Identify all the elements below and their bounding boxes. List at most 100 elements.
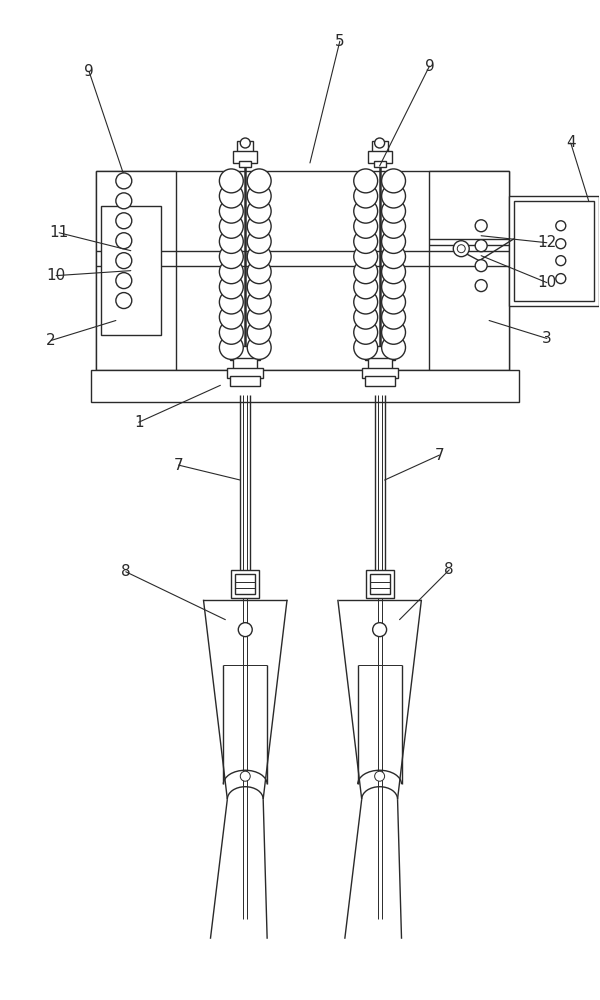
Circle shape	[556, 274, 566, 284]
Bar	[368, 358, 392, 370]
Text: 9: 9	[425, 59, 434, 74]
Circle shape	[220, 169, 243, 193]
Circle shape	[116, 213, 132, 229]
Circle shape	[220, 320, 243, 344]
Bar	[370, 574, 389, 594]
Bar	[365, 570, 394, 598]
Circle shape	[220, 214, 243, 238]
Circle shape	[116, 173, 132, 189]
Circle shape	[247, 335, 271, 359]
Bar	[230, 346, 260, 360]
Circle shape	[382, 290, 406, 314]
Circle shape	[382, 305, 406, 329]
Text: 10: 10	[537, 275, 556, 290]
Text: 7: 7	[434, 448, 444, 463]
Circle shape	[116, 293, 132, 309]
Circle shape	[354, 275, 377, 299]
Bar	[368, 151, 392, 163]
Circle shape	[247, 184, 271, 208]
Bar	[362, 368, 398, 378]
Text: 1: 1	[134, 415, 143, 430]
Circle shape	[354, 184, 377, 208]
Circle shape	[475, 220, 487, 232]
Bar	[374, 161, 386, 167]
Circle shape	[475, 280, 487, 292]
Circle shape	[354, 335, 377, 359]
Bar	[96, 171, 176, 370]
Bar	[101, 206, 161, 335]
Circle shape	[382, 184, 406, 208]
Circle shape	[240, 771, 250, 781]
Circle shape	[247, 169, 271, 193]
Circle shape	[457, 245, 465, 253]
Bar	[233, 358, 257, 370]
Circle shape	[238, 623, 252, 637]
Bar	[365, 346, 395, 360]
Circle shape	[354, 169, 377, 193]
Circle shape	[247, 275, 271, 299]
Text: 3: 3	[542, 331, 552, 346]
Circle shape	[247, 245, 271, 269]
Bar	[237, 141, 253, 153]
Circle shape	[220, 245, 243, 269]
Bar	[227, 368, 263, 378]
Bar	[233, 151, 257, 163]
Bar	[96, 171, 509, 370]
Circle shape	[382, 199, 406, 223]
Text: 12: 12	[537, 235, 556, 250]
Circle shape	[354, 260, 377, 284]
Circle shape	[373, 623, 386, 637]
Circle shape	[247, 320, 271, 344]
Circle shape	[354, 229, 377, 253]
Text: 10: 10	[47, 268, 66, 283]
Circle shape	[556, 256, 566, 266]
Circle shape	[382, 245, 406, 269]
Circle shape	[116, 273, 132, 289]
Circle shape	[220, 184, 243, 208]
Circle shape	[453, 241, 469, 257]
Text: 8: 8	[121, 564, 131, 579]
Circle shape	[116, 253, 132, 269]
Text: 9: 9	[84, 64, 94, 79]
Circle shape	[220, 229, 243, 253]
Circle shape	[247, 290, 271, 314]
Circle shape	[382, 260, 406, 284]
Circle shape	[354, 305, 377, 329]
Text: 7: 7	[174, 458, 184, 473]
Text: 11: 11	[49, 225, 69, 240]
Bar	[230, 376, 260, 386]
Circle shape	[116, 233, 132, 249]
Circle shape	[382, 229, 406, 253]
Circle shape	[382, 335, 406, 359]
Circle shape	[220, 260, 243, 284]
Circle shape	[374, 138, 385, 148]
Circle shape	[382, 275, 406, 299]
Circle shape	[382, 214, 406, 238]
Text: 8: 8	[445, 562, 454, 577]
Circle shape	[382, 169, 406, 193]
Circle shape	[247, 305, 271, 329]
Bar	[509, 196, 599, 306]
Circle shape	[220, 199, 243, 223]
Bar	[430, 171, 509, 370]
Circle shape	[247, 199, 271, 223]
Circle shape	[354, 245, 377, 269]
Bar	[91, 370, 519, 402]
Bar	[232, 570, 259, 598]
Circle shape	[354, 214, 377, 238]
Bar	[514, 201, 593, 301]
Circle shape	[354, 320, 377, 344]
Circle shape	[247, 260, 271, 284]
Circle shape	[220, 275, 243, 299]
Circle shape	[556, 239, 566, 249]
Circle shape	[220, 290, 243, 314]
Text: 4: 4	[566, 135, 575, 150]
Circle shape	[382, 320, 406, 344]
Circle shape	[240, 138, 250, 148]
Bar	[235, 574, 255, 594]
Circle shape	[475, 260, 487, 272]
Text: 2: 2	[46, 333, 56, 348]
Bar	[365, 376, 395, 386]
Text: 5: 5	[335, 34, 344, 49]
Circle shape	[220, 305, 243, 329]
